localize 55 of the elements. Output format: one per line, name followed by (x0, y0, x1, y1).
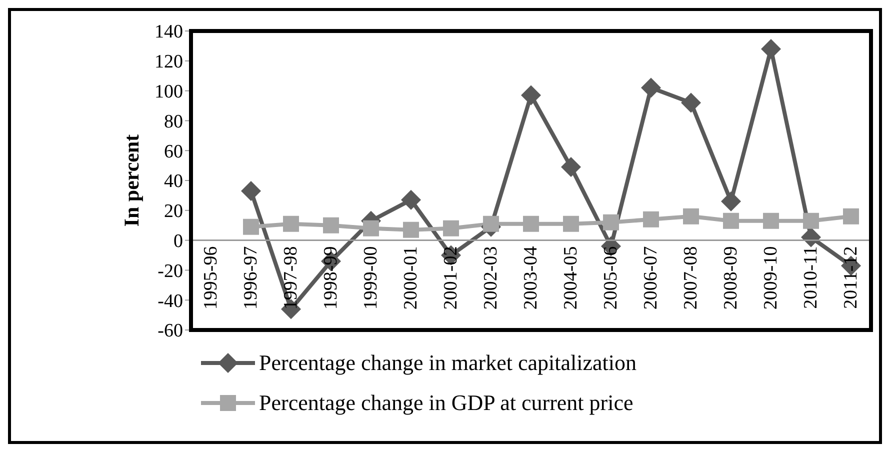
x-tick-label: 2007-08 (680, 246, 702, 310)
point (363, 220, 379, 236)
point (561, 157, 581, 178)
y-tick-label: 20 (164, 201, 183, 222)
point (403, 222, 419, 238)
point (803, 212, 819, 229)
x-tick-label: 2011-12 (840, 246, 862, 309)
x-tick-label: 1997-98 (280, 246, 302, 310)
x-tick-label: 1996-97 (240, 246, 262, 310)
point (443, 220, 459, 236)
x-tick-label: 1999-00 (360, 246, 382, 310)
point (521, 85, 541, 106)
point (723, 212, 739, 229)
point (721, 191, 741, 212)
point (483, 216, 499, 232)
x-tick-label: 2000-01 (400, 246, 422, 310)
x-tick-label: 2002-03 (480, 246, 502, 310)
y-tick-label: 40 (164, 171, 183, 192)
x-tick-label: 2003-04 (520, 246, 542, 310)
x-tick-label: 1995-96 (200, 246, 222, 310)
point (761, 38, 781, 59)
y-tick-label: 120 (154, 52, 183, 73)
point (401, 190, 421, 210)
y-tick-label: 140 (154, 22, 183, 43)
x-tick-label: 2010-11 (800, 246, 822, 309)
point (643, 211, 659, 228)
legend-label: Percentage change in market capitalization (259, 350, 636, 376)
y-tick-label: -20 (158, 260, 183, 282)
x-tick-label: 1998-99 (320, 246, 342, 310)
point (683, 208, 699, 224)
point (763, 212, 779, 229)
point (243, 218, 259, 235)
y-tick-label: 60 (164, 141, 183, 162)
x-tick-label: 2005-06 (600, 246, 622, 310)
y-axis-title: In percent (119, 134, 144, 227)
y-tick-label: 100 (154, 82, 183, 103)
point (323, 217, 339, 234)
y-tick-label: 0 (174, 231, 183, 252)
y-tick-label: -40 (158, 290, 183, 312)
point (843, 208, 859, 224)
point (603, 214, 619, 230)
point (241, 180, 261, 201)
point (681, 92, 701, 113)
point (523, 216, 539, 232)
point (283, 216, 299, 232)
x-tick-label: 2006-07 (640, 246, 662, 310)
legend-label: Percentage change in GDP at current price (259, 390, 634, 416)
y-tick-label: -60 (158, 320, 183, 342)
x-tick-label: 2009-10 (760, 246, 782, 310)
x-tick-label: 2004-05 (560, 246, 582, 310)
x-tick-label: 2008-09 (720, 246, 742, 310)
point (563, 216, 579, 232)
y-tick-label: 80 (164, 111, 183, 132)
x-tick-label: 2001-02 (440, 246, 462, 310)
point (641, 78, 661, 98)
